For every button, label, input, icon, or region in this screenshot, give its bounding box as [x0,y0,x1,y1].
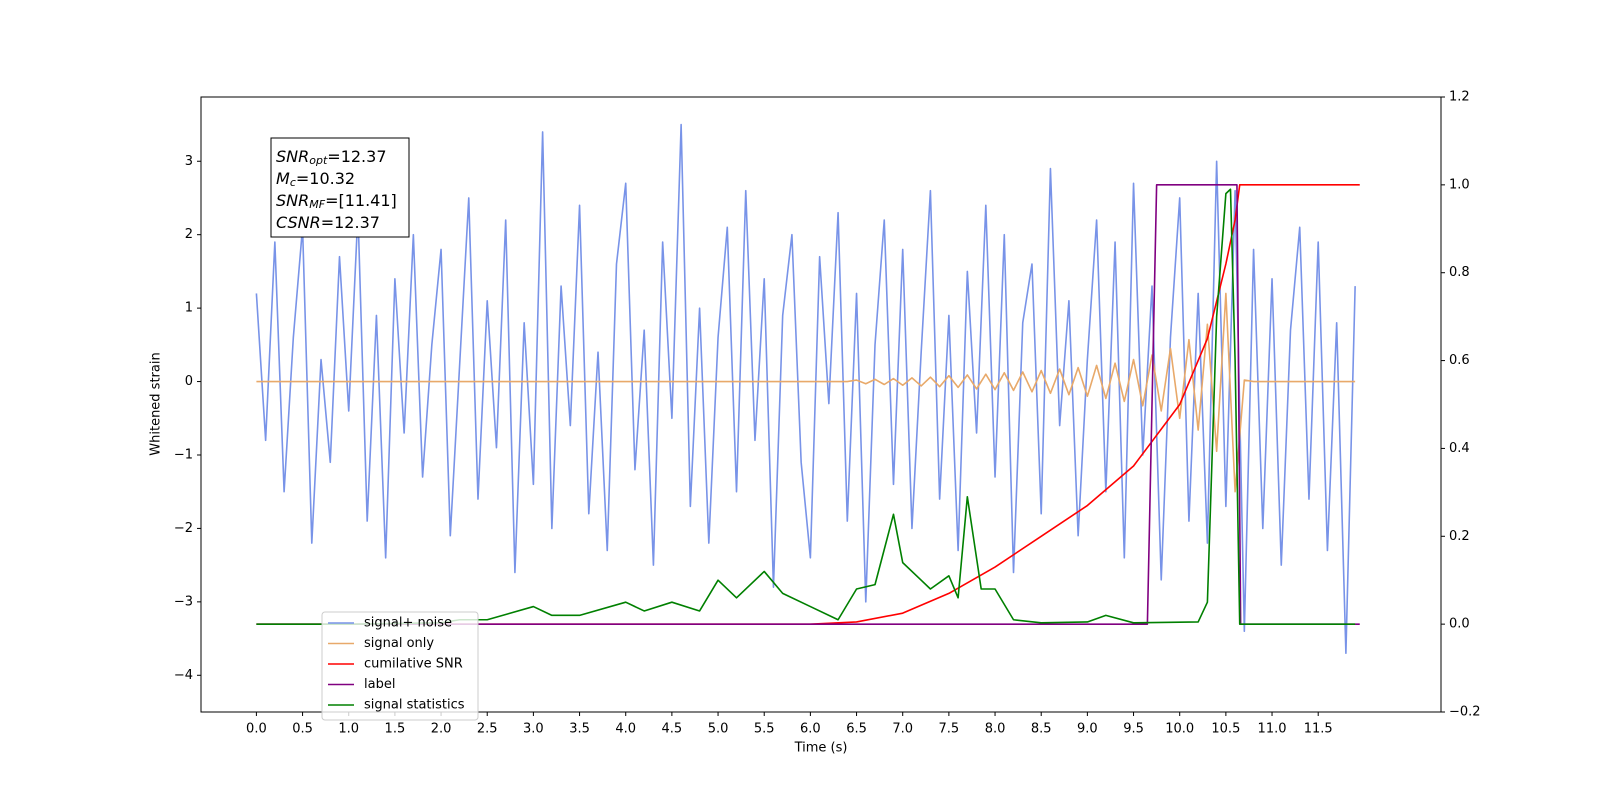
legend-label: signal statistics [364,698,465,713]
series-line [256,188,1356,625]
annotation-subscript: MF [309,198,325,211]
y2-tick-label: 0.6 [1449,353,1470,368]
x-tick-label: 7.0 [892,722,913,737]
annotation-value: =12.37 [321,213,380,232]
x-tick-label: 3.5 [569,722,590,737]
x-tick-label: 8.0 [985,722,1006,737]
x-tick-label: 2.0 [431,722,452,737]
annotation-value: =10.32 [296,169,355,188]
x-tick-label: 3.0 [523,722,544,737]
x-tick-label: 0.5 [292,722,313,737]
annotation: Mc=10.32 [276,169,355,190]
x-tick-label: 10.0 [1165,722,1194,737]
x-tick-label: 5.0 [708,722,729,737]
plot-frame [200,96,1442,713]
x-tick-label: 7.5 [939,722,960,737]
x-tick-label: 1.0 [338,722,359,737]
x-tick-label: 11.0 [1258,722,1287,737]
legend-box [321,611,479,721]
y2-tick-label: 1.2 [1449,90,1470,105]
x-tick-label: 9.0 [1077,722,1098,737]
x-tick-label: 9.5 [1123,722,1144,737]
annotation: SNRMF=[11.41] [276,191,397,212]
y-tick-label: 2 [185,227,193,242]
annotation-value: =12.37 [327,147,386,166]
y-tick-label: −3 [174,594,193,609]
x-tick-label: 6.5 [846,722,867,737]
annotation-subscript: c [290,176,296,189]
series-line [255,123,1356,655]
y2-tick-label: 0.8 [1449,265,1470,280]
y2-tick-label: −0.2 [1449,705,1481,720]
legend-label: signal+ noise [364,616,452,631]
y-axis-label: Whitened strain [149,352,164,455]
annotation-symbol: M [276,169,290,188]
annotation-box [270,137,410,238]
annotation: CSNR=12.37 [276,213,380,232]
y-tick-label: 3 [185,154,193,169]
legend-label: signal only [364,636,434,651]
y-tick-label: −2 [174,521,193,536]
y2-tick-label: 1.0 [1449,177,1470,192]
y-tick-label: 1 [185,301,193,316]
x-tick-label: 5.5 [754,722,775,737]
legend-label: label [364,677,395,692]
annotation-subscript: opt [309,154,328,167]
x-tick-label: 10.5 [1211,722,1240,737]
y-tick-label: −4 [174,668,193,683]
x-tick-label: 8.5 [1031,722,1052,737]
x-tick-label: 2.5 [477,722,498,737]
x-tick-label: 4.0 [615,722,636,737]
y2-tick-label: 0.4 [1449,441,1470,456]
x-tick-label: 1.5 [385,722,406,737]
series-line [256,292,1356,493]
x-axis-label: Time (s) [794,741,848,756]
annotation-symbol: CSNR [276,213,321,232]
y2-tick-label: 0.2 [1449,529,1470,544]
x-tick-label: 0.0 [246,722,267,737]
y-tick-label: 0 [185,374,193,389]
annotation-symbol: SNR [276,191,309,210]
y-tick-label: −1 [174,447,193,462]
y2-tick-label: 0.0 [1449,617,1470,632]
annotation-value: =[11.41] [325,191,397,210]
annotation-symbol: SNR [276,147,309,166]
legend-label: cumilative SNR [364,657,463,672]
annotation: SNRopt=12.37 [276,147,387,168]
x-tick-label: 11.5 [1304,722,1333,737]
x-tick-label: 6.0 [800,722,821,737]
x-tick-label: 4.5 [662,722,683,737]
